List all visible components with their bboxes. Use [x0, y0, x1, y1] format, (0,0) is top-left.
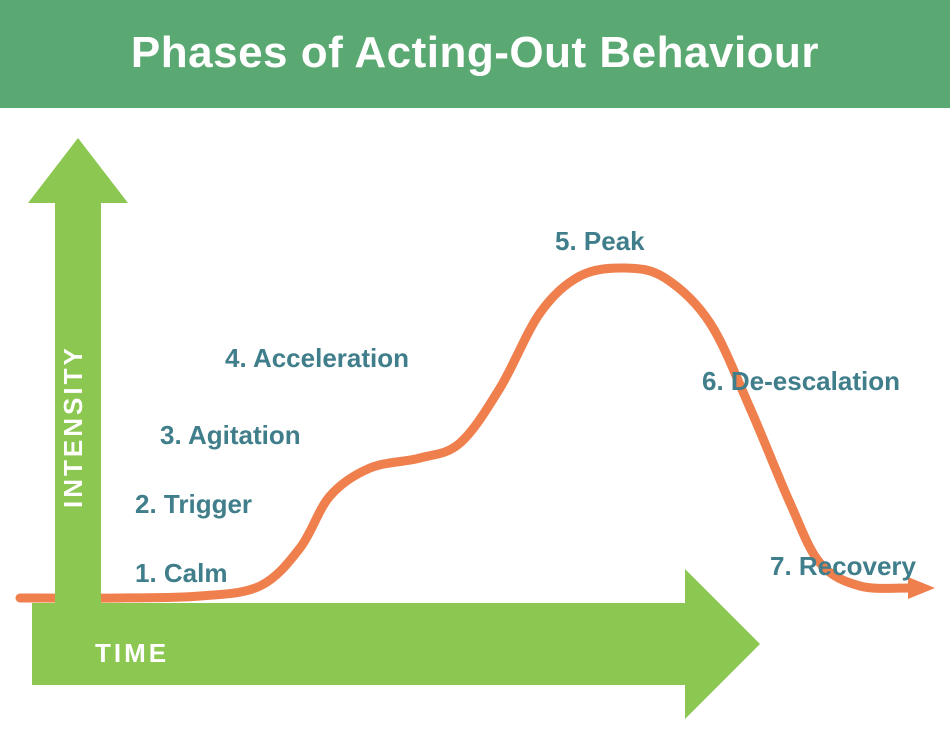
phase-label-trigger: 2. Trigger [135, 489, 252, 520]
phase-label-acceleration: 4. Acceleration [225, 343, 409, 374]
phase-label-de-escalation: 6. De-escalation [702, 366, 900, 397]
phase-label-recovery: 7. Recovery [770, 551, 916, 582]
chart-svg [0, 108, 950, 728]
page-title: Phases of Acting-Out Behaviour [0, 28, 950, 78]
header-banner: Phases of Acting-Out Behaviour [0, 0, 950, 108]
phase-label-calm: 1. Calm [135, 558, 228, 589]
behaviour-curve [20, 268, 910, 598]
phase-label-peak: 5. Peak [555, 226, 645, 257]
chart-area: INTENSITY TIME 1. Calm 2. Trigger 3. Agita… [0, 108, 950, 728]
x-axis-label: TIME [95, 638, 169, 669]
y-axis-label: INTENSITY [58, 345, 89, 508]
phase-label-agitation: 3. Agitation [160, 420, 301, 451]
